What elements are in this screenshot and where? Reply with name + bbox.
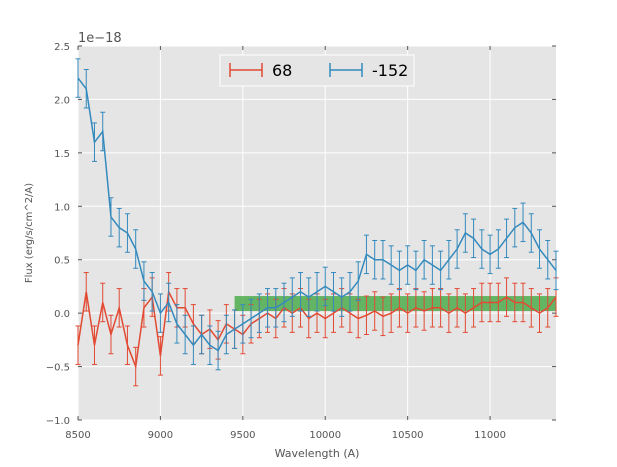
y-tick-label: −1.0: [46, 416, 70, 427]
plot-area: [78, 46, 556, 420]
series-minus-152: [75, 58, 559, 371]
legend-item-minus-152: -152: [329, 61, 408, 80]
x-tick-label: 9000: [148, 430, 173, 441]
grid: [77, 45, 556, 421]
x-tick-label: 8500: [65, 430, 90, 441]
legend-label-minus-152: -152: [372, 61, 408, 80]
y-offset-label: 1e−18: [78, 31, 122, 46]
x-tick-label: 9500: [230, 430, 255, 441]
legend-label-68: 68: [272, 61, 292, 80]
legend: 68 -152: [219, 54, 415, 87]
x-tick-label: 11000: [474, 430, 506, 441]
y-tick-label: 2.5: [54, 42, 70, 53]
y-tick-label: 1.0: [54, 202, 70, 213]
x-tick-label: 10500: [392, 430, 424, 441]
y-tick-label: 2.0: [54, 95, 70, 106]
legend-item-68: 68: [229, 61, 292, 80]
y-axis-label: Flux (erg/s/cm^2/A): [24, 183, 35, 283]
x-axis-label: Wavelength (A): [275, 447, 360, 460]
series-layer: [75, 58, 559, 387]
y-tick-label: 0.0: [54, 309, 70, 320]
y-tick-label: −0.5: [46, 363, 70, 374]
x-tick-label: 10000: [309, 430, 341, 441]
ticks: 8500 9000 9500 10000 10500 11000 −1.0 −0.5 0.0 0.…: [46, 42, 556, 441]
y-tick-label: 1.5: [54, 149, 70, 160]
y-tick-label: 0.5: [54, 256, 70, 267]
